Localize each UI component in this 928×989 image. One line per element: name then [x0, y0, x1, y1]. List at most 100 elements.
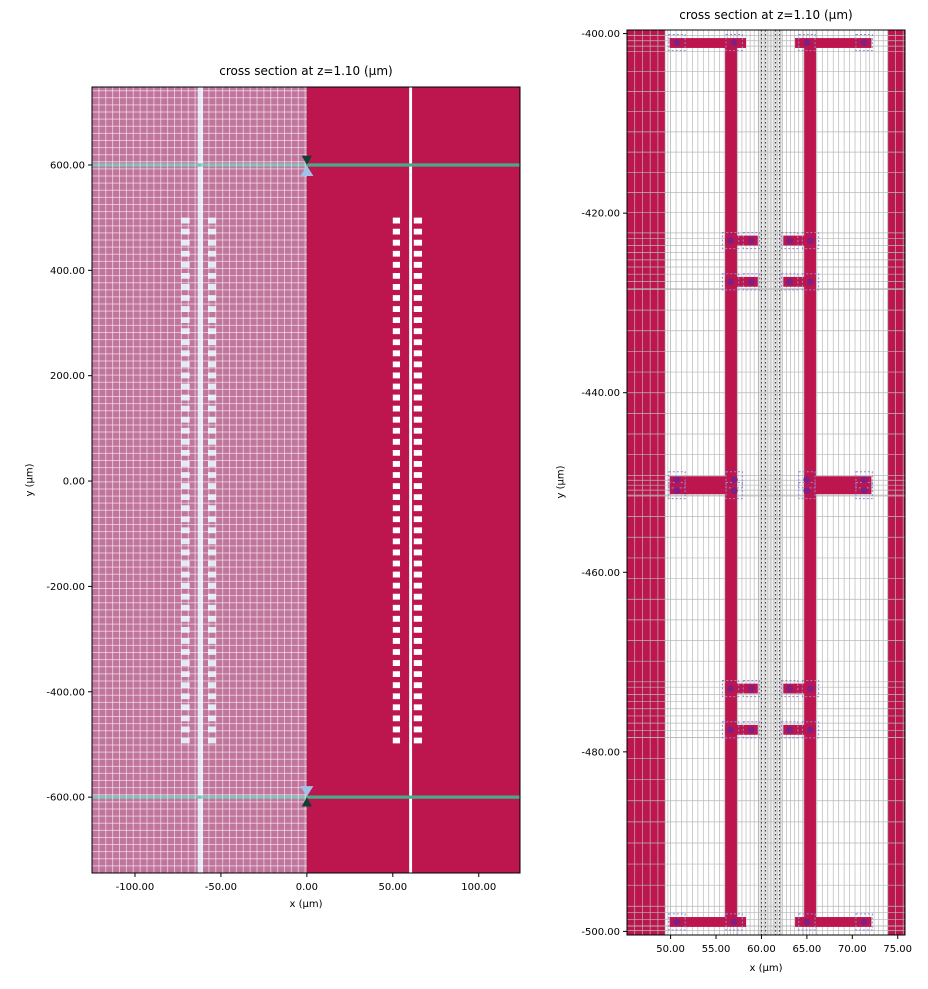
via-dot	[727, 278, 734, 286]
via-outline-box	[855, 913, 873, 931]
via-dot	[730, 918, 738, 926]
x-tick-label: 65.00	[793, 944, 822, 955]
y-tick-label: 200.00	[50, 371, 85, 382]
via-outline-box	[742, 273, 761, 291]
via-dot	[860, 487, 868, 494]
via-dot	[748, 278, 755, 286]
via-outline-box	[668, 913, 686, 931]
via-outline-box	[780, 721, 799, 739]
y-tick-label: -400.00	[46, 687, 85, 698]
y-tick-label: -600.00	[46, 793, 85, 804]
right-plot-ylabel: y (μm)	[555, 465, 567, 499]
metal-structure-rect	[804, 476, 872, 495]
x-tick-label: 70.00	[838, 944, 867, 955]
metal-structure-rect	[725, 276, 758, 287]
via-dot	[727, 237, 734, 244]
y-tick-label: -460.00	[581, 568, 620, 579]
left-plot-xlabel: x (μm)	[289, 899, 323, 910]
metal-structure-rect	[783, 235, 816, 246]
via-dot	[807, 237, 814, 244]
via-dot	[673, 39, 681, 46]
axes-frame	[91, 86, 521, 874]
metal-structure-rect	[795, 38, 872, 48]
via-dot	[748, 726, 755, 734]
y-tick-label: -480.00	[581, 747, 620, 758]
via-dot	[860, 476, 868, 484]
metal-structure-rect	[627, 30, 666, 935]
metal-structure-rect	[783, 683, 816, 694]
metal-structure-rect	[887, 30, 905, 935]
metal-structure-rect	[669, 476, 737, 495]
x-tick-label: -50.00	[205, 882, 237, 893]
metal-structure-rect	[804, 40, 816, 922]
port-direction-marker	[300, 786, 314, 797]
via-dot	[803, 487, 811, 494]
metal-structure-rect	[669, 38, 747, 48]
metal-structure-rect	[783, 724, 816, 735]
via-outline-box	[780, 231, 799, 250]
via-dot	[730, 476, 738, 484]
y-tick-label: -200.00	[46, 582, 85, 593]
via-outline-box	[855, 33, 873, 52]
via-outline-box	[801, 273, 820, 291]
y-tick-label: -420.00	[581, 209, 620, 220]
via-outline-box	[725, 33, 743, 52]
x-tick-label: 60.00	[747, 944, 776, 955]
metal-structure-rect	[725, 40, 737, 922]
via-outline-box	[780, 273, 799, 291]
via-dot	[786, 685, 794, 692]
metal-structure-rect	[725, 683, 758, 694]
via-outline-box	[721, 679, 740, 698]
via-dot	[748, 237, 755, 244]
y-tick-label: 600.00	[50, 160, 85, 171]
via-dot	[860, 39, 868, 46]
x-tick-label: 50.00	[378, 882, 407, 893]
via-outline-box	[801, 231, 820, 250]
via-dot	[786, 278, 794, 286]
via-dot	[786, 726, 794, 734]
axes-frame	[626, 29, 906, 936]
via-outline-box	[668, 33, 686, 52]
via-dot	[673, 918, 681, 926]
right-plot-area	[627, 30, 905, 935]
via-dot	[807, 726, 814, 734]
metal-structure-rect	[725, 724, 758, 735]
x-tick-label: 55.00	[702, 944, 731, 955]
via-outline-box	[742, 679, 761, 698]
left-plot-ylabel: y (μm)	[24, 463, 36, 497]
via-dot	[803, 39, 811, 46]
metal-structure-rect	[783, 276, 816, 287]
via-dot	[748, 685, 755, 692]
metal-structure-rect	[669, 917, 747, 927]
via-outline-box	[801, 721, 820, 739]
via-dot	[673, 487, 681, 494]
via-outline-box	[801, 679, 820, 698]
y-tick-label: 0.00	[63, 477, 85, 488]
via-dot	[803, 918, 811, 926]
x-tick-label: 100.00	[461, 882, 496, 893]
via-dot	[673, 476, 681, 484]
y-tick-label: -500.00	[581, 927, 620, 938]
via-dot	[860, 918, 868, 926]
via-outline-box	[742, 231, 761, 250]
left-plot-title: cross section at z=1.10 (μm)	[219, 64, 393, 78]
via-outline-box	[780, 679, 799, 698]
x-tick-label: 75.00	[883, 944, 912, 955]
via-dot	[727, 685, 734, 692]
metal-structure-rect	[795, 917, 872, 927]
x-tick-label: 50.00	[656, 944, 685, 955]
right-plot-title: cross section at z=1.10 (μm)	[679, 8, 853, 22]
via-outline-box	[742, 721, 761, 739]
via-dot	[730, 487, 738, 494]
via-dot	[730, 39, 738, 46]
x-tick-label: -100.00	[116, 882, 155, 893]
via-dot	[727, 726, 734, 734]
metal-structure-rect	[725, 235, 758, 246]
via-dot	[807, 685, 814, 692]
port-direction-marker	[300, 165, 314, 176]
y-tick-label: -400.00	[581, 29, 620, 40]
via-outline-box	[725, 913, 743, 931]
via-dot	[807, 278, 814, 286]
